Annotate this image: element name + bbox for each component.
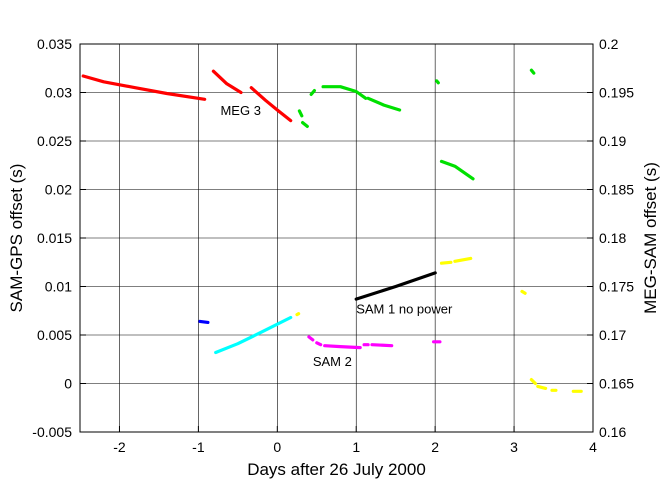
annotation-layer: MEG 3 SAM 1 no power SAM 2 — [220, 103, 453, 369]
series-segment — [307, 335, 315, 342]
y-tick-label-right: 0.165 — [599, 376, 634, 392]
series-segment — [211, 69, 243, 95]
series-segment — [520, 289, 527, 295]
series-segment — [301, 120, 309, 129]
x-tick-label: 3 — [510, 439, 518, 455]
y-tick-label-right: 0.18 — [599, 230, 626, 246]
series-5 — [307, 335, 442, 350]
series-1 — [297, 68, 536, 181]
y-tick-label-right: 0.17 — [599, 327, 626, 343]
tick-layer: -2 -1 0 1 2 3 4 -0.005 0 0.005 0.01 0.015 0.02 0.025 0… — [32, 36, 634, 455]
series-4 — [295, 256, 583, 393]
series-segment — [81, 74, 207, 101]
y-tick-label-right: 0.19 — [599, 133, 626, 149]
series-segment — [435, 79, 440, 85]
y-tick-label-right: 0.175 — [599, 279, 634, 295]
annotation-label: SAM 2 — [313, 354, 352, 369]
series-segment — [295, 312, 301, 317]
y-axis-title-right: MEG-SAM offset (s) — [641, 162, 660, 314]
x-tick-label: 4 — [589, 439, 597, 455]
series-segment — [354, 271, 437, 301]
series-segment — [198, 319, 210, 324]
series-segment — [453, 256, 473, 263]
y-tick-label-left: 0.01 — [45, 279, 72, 295]
y-tick-label-left: 0.005 — [37, 327, 72, 343]
series-segment — [323, 344, 362, 350]
series-segment — [366, 96, 402, 112]
series-segment — [249, 86, 293, 123]
y-tick-label-left: 0.015 — [37, 230, 72, 246]
series-segment — [214, 315, 293, 355]
y-tick-label-left: 0.035 — [37, 36, 72, 52]
series-segment — [439, 159, 475, 181]
series-layer — [81, 68, 583, 393]
annotation-label: SAM 1 no power — [356, 302, 453, 317]
x-tick-label: 2 — [431, 439, 439, 455]
series-0 — [81, 69, 293, 123]
grid — [80, 43, 594, 433]
annotation-label: MEG 3 — [220, 103, 260, 118]
series-segment — [309, 88, 316, 97]
y-tick-label-right: 0.195 — [599, 85, 634, 101]
y-tick-label-right: 0.16 — [599, 424, 626, 440]
x-tick-label: -1 — [192, 439, 205, 455]
y-tick-label-right: 0.185 — [599, 182, 634, 198]
y-tick-label-left: 0.02 — [45, 182, 72, 198]
series-2 — [198, 319, 210, 324]
y-tick-label-left: 0 — [64, 376, 72, 392]
y-tick-label-left: 0.03 — [45, 85, 72, 101]
series-6 — [354, 271, 437, 301]
y-tick-label-right: 0.2 — [599, 36, 619, 52]
series-segment — [536, 384, 548, 390]
series-segment — [297, 109, 304, 118]
y-tick-label-left: 0.025 — [37, 133, 72, 149]
series-segment — [529, 378, 538, 386]
x-tick-label: 1 — [352, 439, 360, 455]
y-axis-title-left: SAM-GPS offset (s) — [7, 164, 26, 313]
y-tick-label-left: -0.005 — [32, 424, 72, 440]
series-segment — [370, 343, 394, 348]
x-axis-title: Days after 26 July 2000 — [247, 460, 426, 479]
x-tick-label: -2 — [113, 439, 126, 455]
series-3 — [214, 315, 293, 355]
series-segment — [321, 85, 368, 100]
series-segment — [529, 68, 536, 75]
series-segment — [315, 341, 323, 347]
x-tick-label: 0 — [273, 439, 281, 455]
series-segment — [439, 260, 453, 265]
